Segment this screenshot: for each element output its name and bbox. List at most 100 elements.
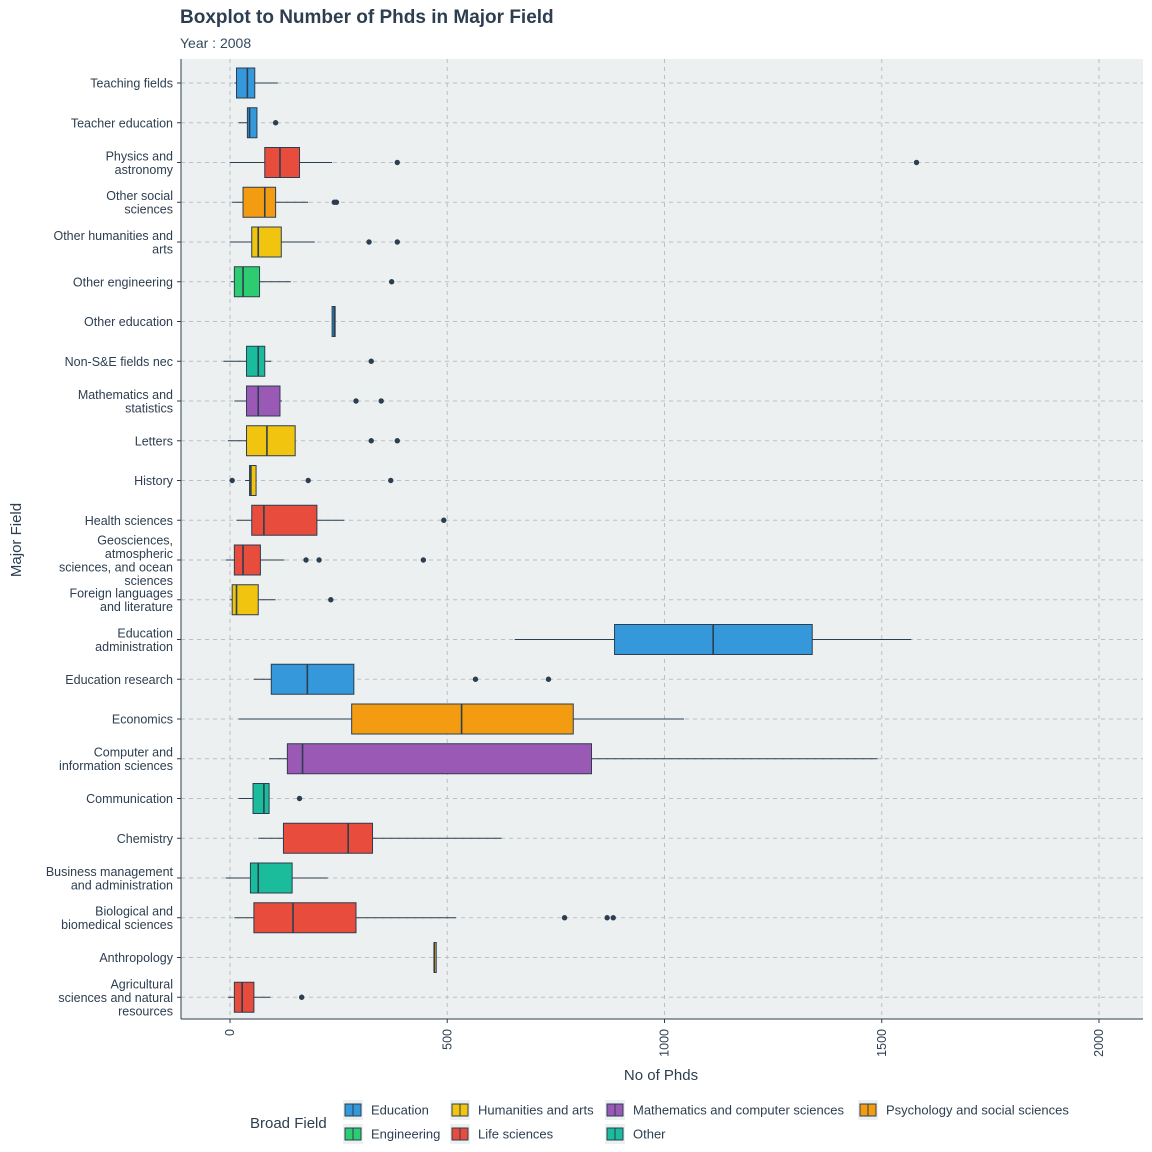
y-tick-label: Non-S&E fields nec xyxy=(65,355,173,369)
outlier-point xyxy=(328,597,334,603)
box-14 xyxy=(514,624,912,655)
legend-label: Other xyxy=(633,1127,666,1142)
box-body xyxy=(233,544,261,576)
legend-label: Mathematics and computer sciences xyxy=(633,1103,844,1118)
box-15 xyxy=(253,663,552,695)
outlier-point xyxy=(394,159,400,166)
outlier-point xyxy=(394,438,400,444)
box-body xyxy=(253,902,357,934)
box-20 xyxy=(225,862,328,894)
legend-label: Life sciences xyxy=(478,1127,554,1142)
box-body xyxy=(249,465,257,496)
outlier-point xyxy=(368,438,374,444)
outlier-point xyxy=(420,557,427,563)
outlier-point xyxy=(296,795,303,802)
outlier-point xyxy=(388,279,395,285)
box-body xyxy=(270,663,355,695)
box-body xyxy=(251,504,318,536)
box-body xyxy=(251,226,282,258)
box-body xyxy=(351,703,574,735)
box-body xyxy=(236,67,256,99)
box-17 xyxy=(269,743,878,775)
legend-item: Humanities and arts xyxy=(450,1100,594,1120)
y-tick-label: Business management and administration xyxy=(46,865,174,893)
outlier-point xyxy=(353,398,359,404)
box-9 xyxy=(227,425,400,457)
legend-label: Psychology and social sciences xyxy=(886,1103,1069,1118)
y-tick-label: Chemistry xyxy=(117,832,174,846)
box-0 xyxy=(234,67,278,99)
box-1 xyxy=(238,107,279,139)
box-body xyxy=(233,266,261,298)
outlier-point xyxy=(272,120,279,126)
box-21 xyxy=(234,902,616,934)
y-tick-label: History xyxy=(134,474,174,488)
y-tick-label: Communication xyxy=(86,792,173,806)
y-tick-label: Education research xyxy=(65,673,173,687)
legend-label: Humanities and arts xyxy=(478,1103,594,1118)
legend: Broad Field Education Engineering Humaniti… xyxy=(250,1100,1069,1144)
box-body xyxy=(249,862,293,894)
y-tick-label: Economics xyxy=(112,713,173,727)
plot-area: 0 500 1000 1500 2000 Teaching fields Teacher e… xyxy=(46,59,1143,1057)
outlier-point xyxy=(298,994,305,1000)
outlier-point xyxy=(472,676,479,682)
box-body xyxy=(246,385,281,417)
y-tick-label: Computer and information sciences xyxy=(59,746,173,774)
outlier-point xyxy=(441,517,447,523)
box-3 xyxy=(232,186,340,218)
box-body xyxy=(252,783,270,814)
y-tick-label: Health sciences xyxy=(85,514,173,528)
chart-title: Boxplot to Number of Phds in Major Field xyxy=(180,7,554,28)
box-22 xyxy=(433,942,437,973)
outlier-point xyxy=(229,477,235,484)
outlier-point xyxy=(368,358,374,364)
y-tick-label: Other engineering xyxy=(73,275,173,289)
y-tick-label: Other humanities and arts xyxy=(53,229,173,257)
box-7 xyxy=(223,345,374,377)
outlier-point xyxy=(610,915,616,921)
outlier-point xyxy=(604,915,610,921)
legend-item: Education xyxy=(343,1100,429,1120)
y-tick-label: Letters xyxy=(135,434,173,448)
box-19 xyxy=(258,822,502,854)
box-body xyxy=(233,981,255,1013)
box-23 xyxy=(227,981,305,1013)
outlier-point xyxy=(378,398,384,404)
box-body xyxy=(282,822,374,854)
x-tick-label: 2000 xyxy=(1092,1029,1106,1057)
y-tick-label: Geosciences, atmospheric sciences, and oce… xyxy=(59,533,173,588)
outlier-point xyxy=(305,477,311,484)
box-18 xyxy=(238,783,303,814)
y-tick-label: Education administration xyxy=(95,626,173,654)
x-tick-label: 500 xyxy=(440,1029,454,1050)
legend-item: Other xyxy=(605,1124,666,1144)
legend-item: Psychology and social sciences xyxy=(858,1100,1069,1120)
box-2 xyxy=(230,147,920,178)
box-4 xyxy=(230,226,400,258)
box-12 xyxy=(225,544,427,576)
y-tick-label: Physics and astronomy xyxy=(106,149,174,177)
y-tick-label: Anthropology xyxy=(99,951,173,965)
chart-subtitle: Year : 2008 xyxy=(180,35,251,51)
box-8 xyxy=(234,385,384,417)
y-tick-label: Teacher education xyxy=(71,116,173,130)
y-axis-title: Major Field xyxy=(8,503,25,577)
outlier-point xyxy=(545,676,552,682)
legend-item: Life sciences xyxy=(450,1124,554,1144)
box-body xyxy=(264,147,301,178)
outlier-point xyxy=(303,557,309,563)
legend-label: Education xyxy=(371,1103,429,1118)
box-body xyxy=(242,186,277,218)
outlier-point xyxy=(366,239,372,245)
box-16 xyxy=(238,703,685,735)
x-tick-label: 0 xyxy=(223,1029,237,1036)
legend-item: Engineering xyxy=(343,1124,440,1144)
y-tick-label: Other education xyxy=(84,315,173,329)
plot-background xyxy=(181,59,1143,1019)
legend-item: Mathematics and computer sciences xyxy=(605,1100,844,1120)
legend-title: Broad Field xyxy=(250,1115,327,1132)
box-body xyxy=(286,743,593,775)
y-tick-label: Mathematics and statistics xyxy=(78,388,173,416)
